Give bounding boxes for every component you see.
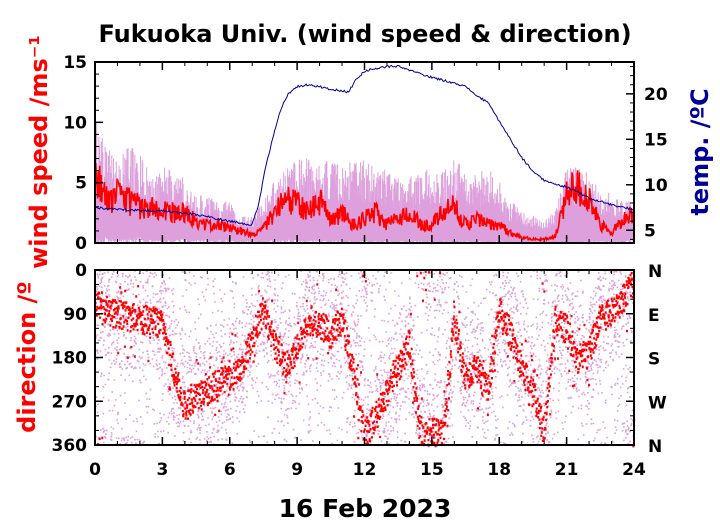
x-tick-label: 21	[555, 460, 579, 480]
direction-tick-label: 0	[75, 261, 87, 281]
wind-speed-plot-area	[94, 64, 635, 243]
x-tick-label: 15	[420, 460, 444, 480]
compass-tick-label: E	[648, 306, 660, 326]
wind-speed-ticks: 0 5 10 15 5 10 15 20	[63, 53, 668, 254]
direction-tick-label: 90	[63, 305, 87, 325]
compass-tick-label: S	[648, 350, 660, 370]
chart-title: Fukuoka Univ. (wind speed & direction)	[98, 20, 631, 48]
wind-speed-tick-label: 15	[63, 53, 87, 73]
direction-scatter-points	[95, 269, 636, 446]
temperature-tick-label: 15	[644, 130, 668, 150]
compass-tick-label: N	[648, 262, 662, 282]
x-tick-label: 6	[224, 460, 236, 480]
x-tick-label: 12	[353, 460, 377, 480]
wind-speed-panel: 0 5 10 15 5 10 15 20	[63, 53, 668, 254]
x-tick-label: 0	[89, 460, 101, 480]
x-tick-label: 18	[487, 460, 511, 480]
wind-speed-mean-line	[94, 162, 635, 243]
temperature-tick-label: 20	[644, 85, 668, 105]
temperature-tick-label: 5	[644, 221, 656, 241]
direction-tick-label: 180	[52, 349, 88, 369]
direction-tick-label: 360	[52, 436, 88, 456]
x-tick-label: 3	[156, 460, 168, 480]
temperature-axis-label: temp. /ºC	[686, 88, 714, 215]
wind-speed-tick-label: 5	[75, 174, 87, 194]
compass-tick-label: N	[648, 437, 662, 457]
temperature-line	[94, 64, 634, 226]
direction-tick-label: 270	[52, 392, 88, 412]
wind-speed-tick-label: 0	[75, 234, 87, 254]
direction-ticks: 0 3 6 9 12 15 18 21 24 0 N 90 E 180 S 270 W 360 N	[52, 261, 668, 480]
x-tick-label: 24	[622, 460, 646, 480]
direction-axis-label: direction /º	[13, 281, 41, 433]
x-tick-label: 9	[291, 460, 303, 480]
wind-speed-axis-label: wind speed /ms⁻¹	[25, 35, 53, 269]
temperature-tick-label: 10	[644, 176, 668, 196]
direction-panel: 0 3 6 9 12 15 18 21 24 0 N 90 E 180 S 270 W 360 N	[52, 261, 668, 480]
direction-plot-area	[94, 269, 636, 448]
compass-tick-label: W	[648, 393, 667, 413]
date-label: 16 Feb 2023	[279, 494, 452, 523]
wind-speed-tick-label: 10	[63, 113, 87, 133]
